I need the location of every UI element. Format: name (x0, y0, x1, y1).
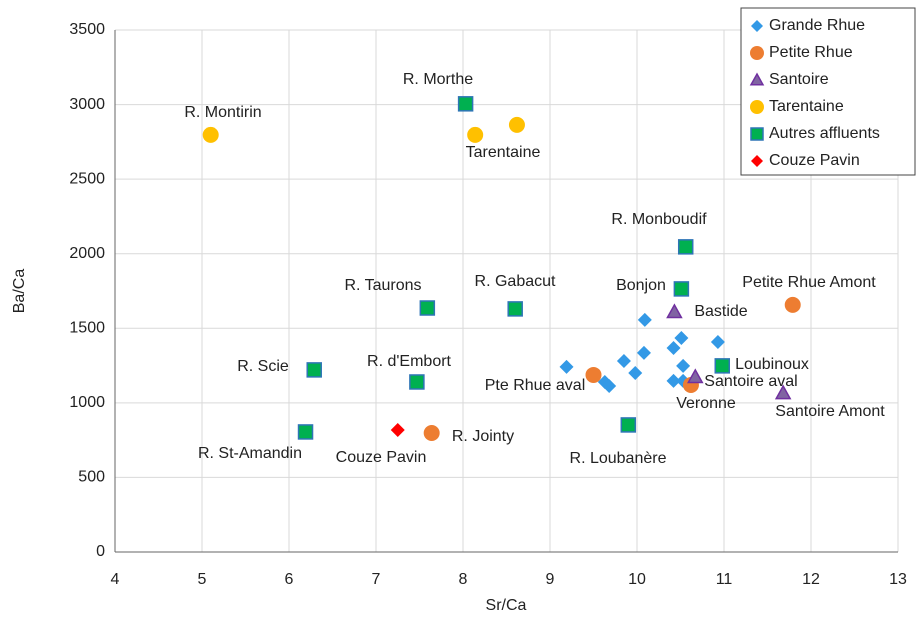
annotation: Couze Pavin (336, 449, 427, 466)
point (774, 384, 792, 400)
point (559, 359, 574, 374)
point (673, 281, 690, 297)
point (714, 358, 731, 374)
point (677, 239, 694, 255)
point (674, 330, 689, 345)
x-tick-label: 12 (802, 571, 820, 588)
annotation: Loubinoux (735, 356, 809, 373)
annotation: R. Loubanère (570, 450, 667, 467)
annotation: Petite Rhue Amont (742, 274, 876, 291)
point (467, 126, 484, 143)
legend-marker (750, 127, 764, 141)
point (666, 303, 683, 319)
x-tick-label: 9 (546, 571, 555, 588)
point (676, 358, 691, 373)
x-tick-label: 6 (285, 571, 294, 588)
point (687, 368, 704, 384)
y-tick-label: 2000 (69, 245, 105, 262)
annotation: R. d'Embort (367, 353, 452, 370)
annotation: Santoire aval (704, 373, 797, 390)
legend-label: Santoire (769, 71, 829, 88)
legend-label: Couze Pavin (769, 152, 860, 169)
legend-label: Petite Rhue (769, 44, 853, 61)
y-tick-label: 500 (78, 469, 105, 486)
annotation: Tarentaine (466, 144, 541, 161)
y-tick-label: 3500 (69, 21, 105, 38)
annotation: R. Jointy (452, 428, 514, 445)
x-tick-label: 10 (628, 571, 646, 588)
point (507, 301, 523, 317)
x-tick-label: 7 (372, 571, 381, 588)
point (306, 362, 322, 378)
y-tick-label: 1000 (69, 394, 105, 411)
legend-box (740, 7, 916, 176)
point (784, 296, 801, 313)
point (602, 379, 617, 394)
legend-label: Tarentaine (769, 98, 844, 115)
point (637, 312, 652, 327)
x-tick-label: 13 (889, 571, 907, 588)
legend-marker (751, 155, 763, 167)
point (710, 335, 725, 350)
annotation: Pte Rhue aval (485, 377, 586, 394)
x-axis-label: Sr/Ca (486, 597, 527, 614)
annotation: R. St-Amandin (198, 445, 302, 462)
point (409, 374, 425, 390)
annotation: R. Morthe (403, 71, 473, 88)
point (666, 373, 681, 388)
point (423, 424, 440, 441)
y-axis-label: Ba/Ca (11, 269, 28, 314)
point (636, 345, 651, 360)
point (628, 366, 643, 381)
legend-marker (749, 72, 765, 86)
legend-marker (750, 100, 764, 114)
annotation: Veronne (676, 395, 736, 412)
legend-marker (750, 46, 764, 60)
point (297, 424, 314, 440)
y-tick-label: 0 (96, 543, 105, 560)
x-tick-label: 5 (198, 571, 207, 588)
point (390, 423, 405, 438)
y-tick-label: 3000 (69, 96, 105, 113)
legend-marker (751, 20, 763, 32)
point (620, 417, 637, 433)
annotation: R. Monboudif (611, 211, 707, 228)
legend-label: Autres affluents (769, 125, 880, 142)
y-tick-label: 1500 (69, 320, 105, 337)
legend-label: Grande Rhue (769, 17, 865, 34)
annotation: Bonjon (616, 277, 666, 294)
point (508, 116, 525, 133)
point (419, 300, 436, 316)
x-tick-label: 8 (459, 571, 468, 588)
point (666, 340, 681, 355)
annotation: Bastide (694, 303, 747, 320)
annotation: R. Taurons (344, 277, 421, 294)
y-tick-label: 2500 (69, 170, 105, 187)
annotation: R. Montirin (184, 104, 261, 121)
x-tick-label: 11 (716, 571, 733, 588)
point (616, 353, 631, 368)
annotation: Santoire Amont (775, 403, 885, 420)
annotation: R. Scie (237, 358, 289, 375)
point (202, 126, 219, 143)
x-tick-label: 4 (111, 571, 120, 588)
point (457, 96, 474, 112)
point (585, 366, 602, 383)
annotation: R. Gabacut (475, 273, 556, 290)
